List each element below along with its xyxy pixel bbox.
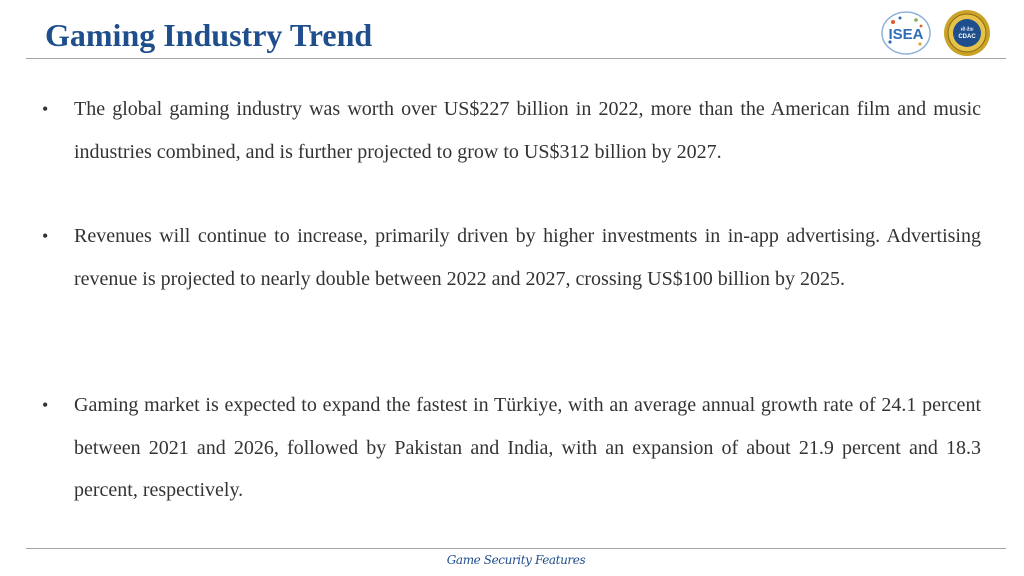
footer-text: Game Security Features	[446, 553, 586, 567]
bullet-marker: •	[42, 226, 49, 246]
bullet-item: Revenues will continue to increase, prim…	[74, 225, 981, 290]
cdac-logo: सी-डैक CDAC	[943, 9, 991, 57]
slide-title: Gaming Industry Trend	[45, 17, 373, 53]
bullet-item: The global gaming industry was worth ove…	[74, 98, 981, 163]
svg-text:सी-डैक: सी-डैक	[961, 26, 974, 33]
svg-text:ISEA: ISEA	[888, 26, 923, 43]
title-divider	[26, 58, 1006, 59]
bullet-marker: •	[42, 395, 49, 415]
footer-divider	[26, 548, 1006, 549]
bullet-item: Gaming market is expected to expand the …	[74, 394, 981, 501]
isea-logo: ISEA	[880, 10, 932, 56]
bullet-marker: •	[42, 99, 49, 119]
svg-text:CDAC: CDAC	[958, 34, 976, 40]
